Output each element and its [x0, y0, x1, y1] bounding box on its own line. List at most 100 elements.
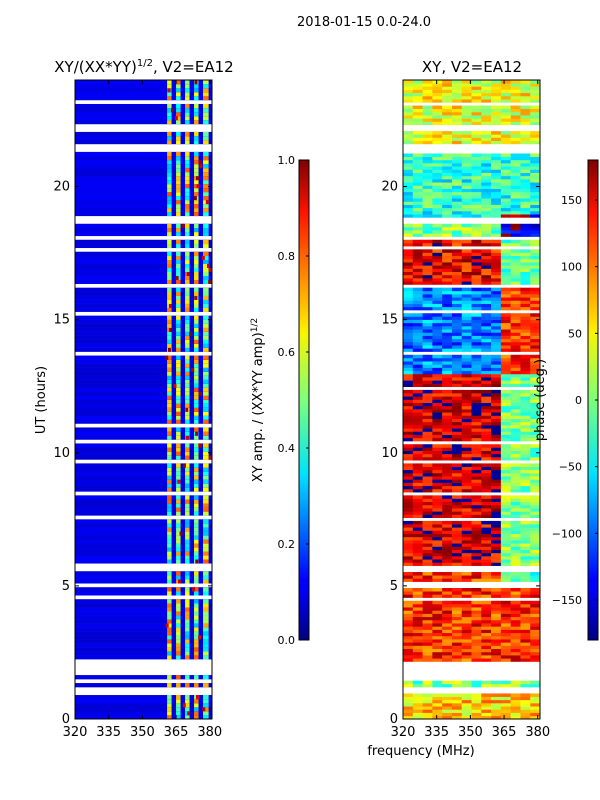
amp-speckle: [173, 383, 177, 388]
amp-band-cell: [203, 675, 209, 680]
phase-cell: [432, 536, 443, 541]
phase-cell: [451, 482, 463, 487]
phase-cell: [520, 399, 531, 403]
amp-band-cell: [194, 643, 199, 648]
phase-cell: [520, 223, 531, 228]
phase-cell: [530, 549, 541, 554]
phase-cell: [491, 501, 502, 506]
phase-cell: [471, 437, 482, 442]
phase-cell: [442, 364, 453, 368]
amp-band-cell: [176, 387, 181, 392]
phase-cell: [520, 457, 531, 461]
amp-row: [75, 419, 212, 424]
phase-cell: [510, 469, 521, 474]
amp-band-cell: [167, 463, 172, 468]
phase-cell: [432, 405, 443, 410]
phase-cell: [403, 683, 414, 688]
phase-cell: [481, 501, 492, 506]
phase-cell: [422, 137, 433, 142]
phase-cell: [491, 594, 502, 598]
amp-band-cell: [167, 615, 172, 620]
amp-colorbar-ticks: 0.00.20.40.60.81.0: [278, 154, 309, 647]
phase-cell: [481, 380, 492, 384]
phase-cell: [491, 703, 502, 707]
amp-band-cell: [167, 575, 172, 580]
amp-band-cell: [176, 435, 181, 440]
phase-cell: [510, 635, 521, 640]
phase-cell: [461, 191, 472, 196]
phase-cell: [412, 412, 423, 416]
amp-band-cell: [176, 539, 181, 544]
phase-cell: [403, 287, 414, 292]
phase-cell: [520, 249, 531, 253]
phase-cell: [530, 629, 541, 634]
phase-cell: [471, 527, 482, 531]
amp-band-cell: [194, 151, 199, 157]
amp-band-cell: [167, 467, 172, 472]
phase-cell: [510, 540, 521, 544]
phase-cell: [500, 699, 511, 704]
phase-cell: [530, 533, 541, 538]
phase-cell: [442, 348, 453, 352]
phase-cell: [412, 198, 423, 202]
amp-row: [75, 91, 212, 97]
amp-band-cell: [167, 243, 172, 249]
phase-cell: [442, 377, 453, 381]
phase-cell: [422, 191, 433, 196]
amp-speckle: [167, 87, 171, 93]
amp-band-cell: [176, 587, 181, 592]
phase-cell: [481, 533, 492, 538]
phase-cell: [520, 201, 531, 205]
amp-band-cell: [185, 479, 190, 484]
phase-cell: [491, 166, 502, 170]
amp-speckle: [165, 623, 169, 628]
amp-band-cell: [203, 591, 209, 596]
amp-band-cell: [176, 111, 181, 117]
phase-cell: [500, 655, 511, 659]
phase-cell: [442, 294, 453, 298]
phase-cell: [510, 172, 521, 177]
phase-cell: [520, 472, 531, 477]
phase-cell: [422, 210, 433, 215]
phase-cell: [500, 495, 511, 499]
phase-cell: [520, 619, 531, 624]
phase-cell: [530, 389, 541, 394]
phase-cell: [471, 252, 482, 257]
phase-cell: [403, 594, 414, 598]
amp-band-cell: [167, 643, 172, 648]
phase-cell: [422, 188, 433, 193]
phase-cell: [530, 699, 541, 704]
phase-cell: [412, 159, 423, 164]
amp-row: [75, 559, 212, 564]
phase-cell: [510, 153, 521, 157]
phase-cell: [520, 409, 531, 413]
phase-cell: [530, 562, 541, 566]
amp-row: [75, 80, 212, 85]
phase-cell: [403, 616, 414, 621]
amp-band-cell: [167, 159, 172, 165]
amp-band-cell: [203, 603, 209, 608]
phase-cell: [510, 86, 521, 90]
phase-cell: [403, 658, 414, 662]
phase-cell: [471, 287, 482, 292]
phase-cell: [461, 297, 472, 301]
phase-cell: [451, 626, 463, 630]
phase-cell: [403, 111, 414, 116]
phase-cell: [471, 341, 482, 346]
phase-cell: [461, 185, 472, 189]
phase-cell: [491, 118, 502, 122]
phase-cell: [432, 450, 443, 455]
phase-cell: [500, 306, 511, 311]
phase-cell: [481, 498, 492, 503]
phase-cell: [403, 549, 414, 554]
phase-cell: [500, 447, 511, 451]
phase-cell: [422, 437, 433, 442]
phase-cell: [520, 635, 531, 640]
amp-band-cell: [203, 695, 209, 700]
phase-cell: [520, 575, 531, 579]
phase-cell: [442, 613, 453, 618]
amp-band-cell: [176, 347, 181, 352]
amp-band-cell: [203, 447, 209, 452]
phase-cell: [403, 511, 414, 515]
